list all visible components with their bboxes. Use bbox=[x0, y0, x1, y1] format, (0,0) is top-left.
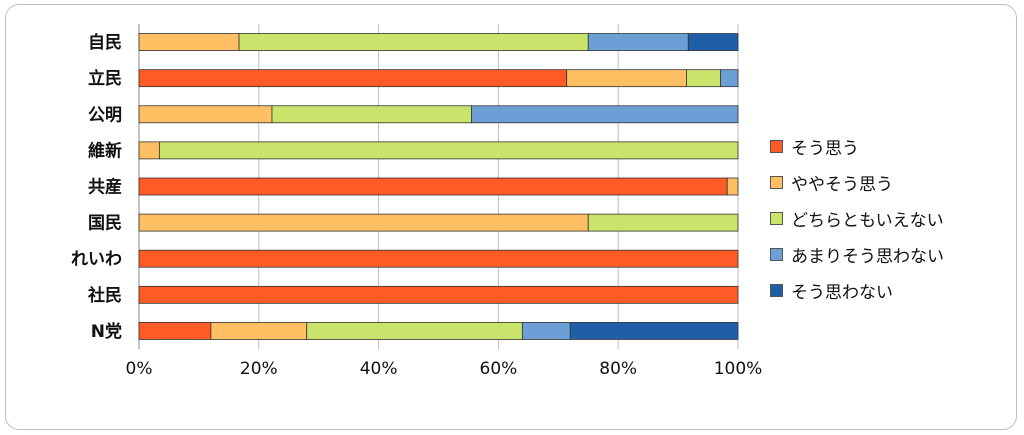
bar-segment bbox=[471, 105, 739, 124]
bar-segment bbox=[238, 33, 589, 51]
legend-item: ややそう思う bbox=[770, 164, 944, 200]
x-tick-label: 20% bbox=[240, 359, 278, 379]
legend-item: そう思う bbox=[770, 128, 944, 164]
bar-segment bbox=[587, 213, 739, 232]
x-tick-label: 60% bbox=[480, 359, 518, 379]
bar-segment bbox=[521, 322, 571, 340]
x-tick-label: 100% bbox=[714, 359, 763, 379]
bar-segment bbox=[158, 141, 739, 160]
legend-label: そう思う bbox=[791, 138, 859, 159]
legend: そう思うややそう思うどちらともいえない あまりそう思わない そう思わない bbox=[770, 128, 944, 308]
category-label: 立民 bbox=[88, 68, 122, 89]
category-label: 共産 bbox=[88, 177, 122, 198]
bar-segment bbox=[138, 141, 160, 160]
bar-segment bbox=[138, 249, 739, 268]
legend-label: ややそう思う bbox=[791, 174, 893, 195]
bar-segment bbox=[138, 105, 273, 124]
legend-item: そう思わない bbox=[770, 272, 944, 308]
bar-segment bbox=[587, 33, 689, 51]
legend-swatch bbox=[770, 139, 783, 153]
legend-swatch bbox=[770, 175, 783, 189]
category-label: 社民 bbox=[87, 285, 122, 306]
category-label: 国民 bbox=[88, 214, 122, 234]
bar-segment bbox=[687, 33, 739, 51]
bar-segment bbox=[138, 177, 728, 196]
legend-label: そう思わない bbox=[791, 282, 893, 303]
legend-swatch bbox=[770, 247, 783, 261]
x-tick-label: 80% bbox=[599, 359, 637, 379]
bar-segment bbox=[686, 69, 722, 88]
bar-segment bbox=[138, 69, 568, 88]
bar-segment bbox=[138, 213, 589, 232]
category-label: 公明 bbox=[88, 105, 122, 125]
bar-segment bbox=[138, 285, 739, 304]
bar-segment bbox=[726, 177, 739, 196]
category-label: 維新 bbox=[88, 140, 122, 161]
category-label: N党 bbox=[91, 321, 122, 342]
bar-segment bbox=[569, 322, 739, 340]
legend-swatch bbox=[770, 283, 783, 297]
legend-item: どちらともいえない bbox=[770, 200, 944, 236]
bar-segment bbox=[138, 322, 212, 340]
bar-segment bbox=[210, 322, 308, 340]
bar-segment bbox=[566, 69, 687, 88]
legend-swatch bbox=[770, 211, 783, 225]
bar-segment bbox=[138, 33, 240, 51]
x-tick-label: 0% bbox=[126, 359, 153, 379]
legend-item: あまりそう思わない bbox=[770, 236, 944, 272]
bar-segment bbox=[720, 69, 739, 88]
category-label: 自民 bbox=[88, 32, 122, 53]
x-tick-label: 40% bbox=[360, 359, 398, 379]
legend-label: どちらともいえない bbox=[791, 210, 944, 231]
category-label: れいわ bbox=[71, 250, 122, 270]
legend-label: あまりそう思わない bbox=[791, 246, 944, 267]
bar-segment bbox=[306, 322, 523, 340]
bar-segment bbox=[271, 105, 472, 124]
